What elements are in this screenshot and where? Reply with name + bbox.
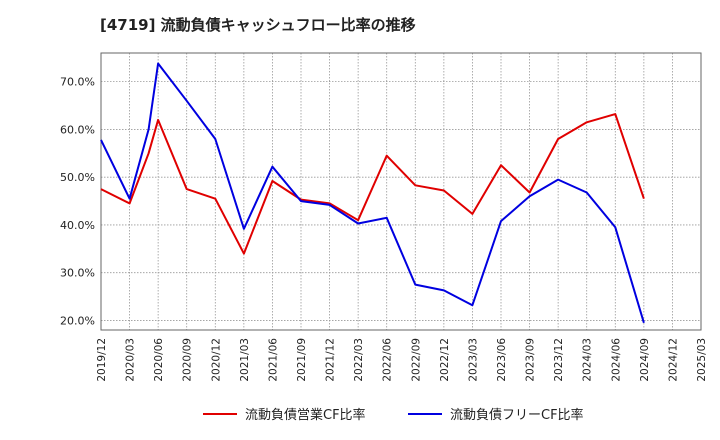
x-tick-label: 2020/06 — [153, 338, 165, 382]
x-tick-label: 2024/12 — [667, 338, 679, 382]
x-tick-label: 2025/03 — [696, 338, 708, 382]
x-tick-label: 2020/12 — [210, 338, 222, 382]
legend-label-free: 流動負債フリーCF比率 — [450, 407, 584, 423]
y-tick-label: 20.0% — [60, 314, 95, 327]
y-tick-label: 30.0% — [60, 267, 95, 280]
chart-title: [4719] 流動負債キャッシュフロー比率の推移 — [100, 16, 416, 34]
y-tick-label: 60.0% — [60, 123, 95, 136]
series-line-0 — [100, 113, 645, 255]
x-tick-label: 2019/12 — [96, 338, 108, 382]
x-tick-label: 2024/09 — [639, 338, 651, 382]
x-tick-label: 2023/03 — [467, 338, 479, 382]
plot-area — [100, 52, 702, 331]
x-axis: 2019/12 2020/03 2020/06 2020/09 2020/12 2021/… — [96, 338, 708, 382]
x-tick-label: 2020/09 — [182, 338, 194, 382]
y-tick-label: 40.0% — [60, 219, 95, 232]
grid — [100, 53, 702, 330]
x-tick-label: 2021/12 — [325, 338, 337, 382]
series-lines — [100, 62, 645, 324]
x-tick-label: 2022/12 — [439, 338, 451, 382]
x-tick-label: 2021/06 — [267, 338, 279, 382]
x-tick-label: 2024/03 — [582, 338, 594, 382]
x-tick-label: 2022/03 — [353, 338, 365, 382]
x-tick-label: 2024/06 — [610, 338, 622, 382]
x-tick-label: 2023/06 — [496, 338, 508, 382]
x-tick-label: 2021/03 — [239, 338, 251, 382]
x-tick-label: 2022/06 — [382, 338, 394, 382]
x-tick-label: 2023/09 — [525, 338, 537, 382]
y-tick-label: 50.0% — [60, 171, 95, 184]
x-tick-label: 2021/09 — [296, 338, 308, 382]
x-tick-label: 2020/03 — [125, 338, 137, 382]
y-tick-label: 70.0% — [60, 76, 95, 89]
y-axis: 20.0% 30.0% 40.0% 50.0% 60.0% 70.0% — [60, 76, 95, 328]
series-line-1 — [100, 62, 645, 324]
x-tick-label: 2023/12 — [553, 338, 565, 382]
legend-label-operating: 流動負債営業CF比率 — [245, 407, 366, 423]
x-tick-label: 2022/09 — [410, 338, 422, 382]
legend: 流動負債営業CF比率 流動負債フリーCF比率 — [203, 407, 584, 423]
